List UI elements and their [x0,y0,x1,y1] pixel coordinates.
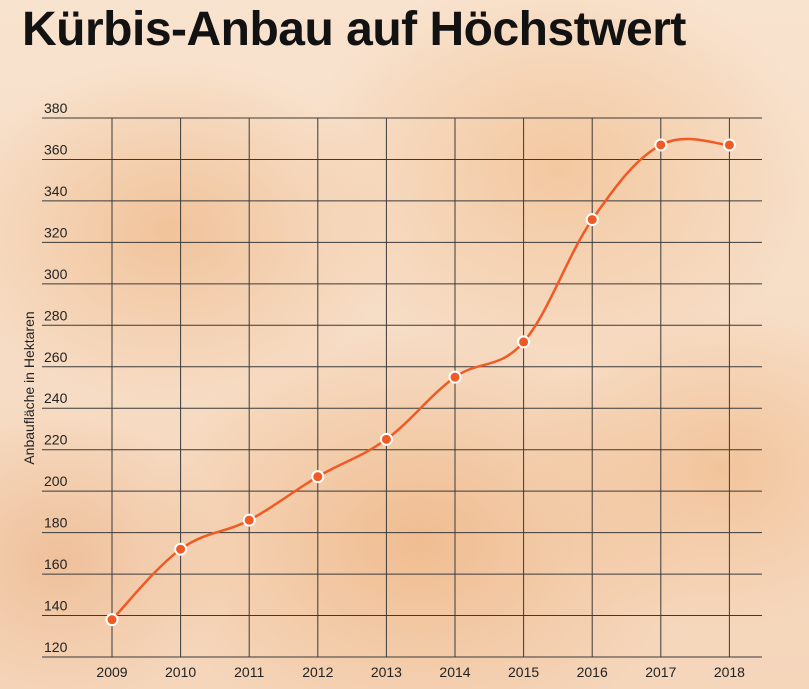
series-line [111,137,730,621]
x-tick-label: 2016 [577,664,608,680]
chart-title: Kürbis-Anbau auf Höchstwert [22,3,686,56]
x-tick-label: 2017 [645,664,676,680]
x-tick-label: 2018 [714,664,745,680]
data-points [105,138,736,627]
y-tick-label: 140 [44,598,68,614]
data-point [174,542,188,556]
y-tick-label: 120 [44,639,68,655]
data-point [242,513,256,527]
y-axis-label: Anbaufläche in Hektaren [21,311,37,465]
y-tick-label: 280 [44,307,68,323]
y-tick-label: 180 [44,515,68,531]
y-axis-ticks: 120 140 160 180 200 220 240 260 280 300 320 340 360 3… [44,100,68,655]
y-tick-label: 260 [44,349,68,365]
grid-lines [42,117,762,658]
data-point [379,432,393,446]
y-tick-label: 300 [44,266,68,282]
y-tick-label: 360 [44,141,68,157]
data-point [105,613,119,627]
y-tick-label: 380 [44,100,68,116]
data-point [722,138,736,152]
x-tick-label: 2012 [302,664,333,680]
y-tick-label: 320 [44,224,68,240]
data-point [311,470,325,484]
x-tick-label: 2015 [508,664,539,680]
y-tick-label: 220 [44,432,68,448]
x-axis-ticks: 2009 2010 2011 2012 2013 2014 2015 2016 2017 2018 [96,664,745,680]
y-tick-label: 200 [44,473,68,489]
y-tick-label: 340 [44,183,68,199]
data-point [654,138,668,152]
x-tick-label: 2011 [234,664,264,680]
y-tick-label: 240 [44,390,68,406]
x-tick-label: 2014 [439,664,470,680]
data-point [517,335,531,349]
data-point [585,213,599,227]
x-tick-label: 2009 [96,664,127,680]
x-tick-label: 2010 [165,664,196,680]
y-tick-label: 160 [44,556,68,572]
data-point [448,370,462,384]
x-tick-label: 2013 [371,664,402,680]
